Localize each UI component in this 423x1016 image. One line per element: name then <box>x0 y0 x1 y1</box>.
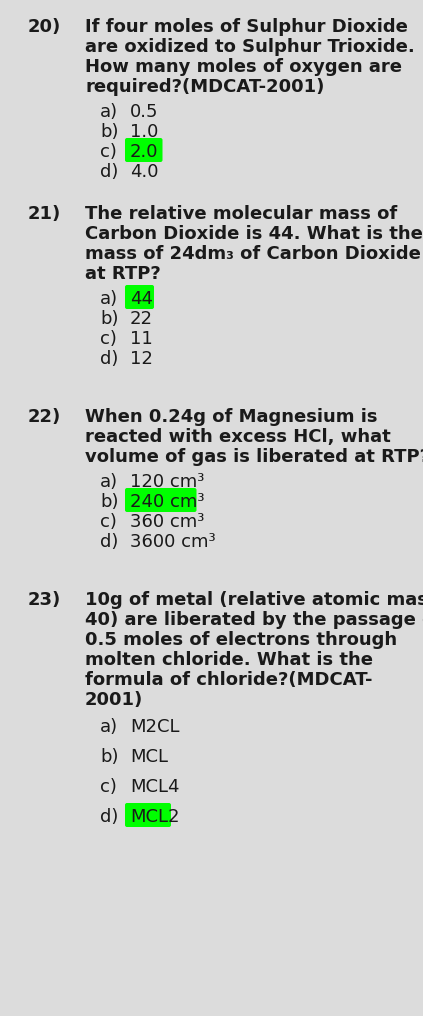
FancyBboxPatch shape <box>125 285 154 309</box>
Text: required?(MDCAT-2001): required?(MDCAT-2001) <box>85 78 324 96</box>
Text: d): d) <box>100 350 118 368</box>
Text: 40) are liberated by the passage of: 40) are liberated by the passage of <box>85 611 423 629</box>
Text: c): c) <box>100 778 117 796</box>
Text: 23): 23) <box>28 591 61 609</box>
Text: 22): 22) <box>28 408 61 426</box>
Text: MCL4: MCL4 <box>130 778 179 796</box>
Text: 0.5: 0.5 <box>130 103 159 121</box>
Text: formula of chloride?(MDCAT-: formula of chloride?(MDCAT- <box>85 671 373 689</box>
Text: a): a) <box>100 290 118 308</box>
Text: 0.5 moles of electrons through: 0.5 moles of electrons through <box>85 631 397 649</box>
Text: b): b) <box>100 748 118 766</box>
Text: 3600 cm³: 3600 cm³ <box>130 533 216 551</box>
Text: 120 cm³: 120 cm³ <box>130 473 204 491</box>
Text: 360 cm³: 360 cm³ <box>130 513 204 531</box>
Text: If four moles of Sulphur Dioxide: If four moles of Sulphur Dioxide <box>85 18 408 36</box>
FancyBboxPatch shape <box>125 488 197 512</box>
Text: 11: 11 <box>130 330 153 348</box>
Text: c): c) <box>100 143 117 161</box>
Text: reacted with excess HCl, what: reacted with excess HCl, what <box>85 428 391 446</box>
Text: 20): 20) <box>28 18 61 36</box>
Text: b): b) <box>100 123 118 141</box>
Text: 1.0: 1.0 <box>130 123 158 141</box>
Text: 2.0: 2.0 <box>130 143 159 161</box>
Text: at RTP?: at RTP? <box>85 265 161 283</box>
Text: b): b) <box>100 493 118 511</box>
Text: 12: 12 <box>130 350 153 368</box>
Text: 2001): 2001) <box>85 691 143 709</box>
Text: c): c) <box>100 330 117 348</box>
Text: d): d) <box>100 533 118 551</box>
Text: When 0.24g of Magnesium is: When 0.24g of Magnesium is <box>85 408 377 426</box>
Text: 44: 44 <box>130 290 153 308</box>
FancyBboxPatch shape <box>125 803 171 827</box>
Text: are oxidized to Sulphur Trioxide.: are oxidized to Sulphur Trioxide. <box>85 38 415 56</box>
Text: The relative molecular mass of: The relative molecular mass of <box>85 205 397 223</box>
Text: a): a) <box>100 103 118 121</box>
Text: M2CL: M2CL <box>130 718 179 736</box>
Text: Carbon Dioxide is 44. What is the: Carbon Dioxide is 44. What is the <box>85 225 423 243</box>
Text: a): a) <box>100 473 118 491</box>
Text: mass of 24dm₃ of Carbon Dioxide: mass of 24dm₃ of Carbon Dioxide <box>85 245 421 263</box>
Text: 10g of metal (relative atomic mass: 10g of metal (relative atomic mass <box>85 591 423 609</box>
Text: How many moles of oxygen are: How many moles of oxygen are <box>85 58 402 76</box>
Text: b): b) <box>100 310 118 328</box>
Text: 21): 21) <box>28 205 61 223</box>
Text: 22: 22 <box>130 310 153 328</box>
Text: volume of gas is liberated at RTP?: volume of gas is liberated at RTP? <box>85 448 423 466</box>
Text: c): c) <box>100 513 117 531</box>
Text: 240 cm³: 240 cm³ <box>130 493 204 511</box>
Text: d): d) <box>100 808 118 826</box>
Text: a): a) <box>100 718 118 736</box>
Text: MCL: MCL <box>130 748 168 766</box>
Text: d): d) <box>100 163 118 181</box>
Text: 4.0: 4.0 <box>130 163 159 181</box>
Text: MCL2: MCL2 <box>130 808 179 826</box>
Text: molten chloride. What is the: molten chloride. What is the <box>85 651 373 669</box>
FancyBboxPatch shape <box>125 138 162 162</box>
